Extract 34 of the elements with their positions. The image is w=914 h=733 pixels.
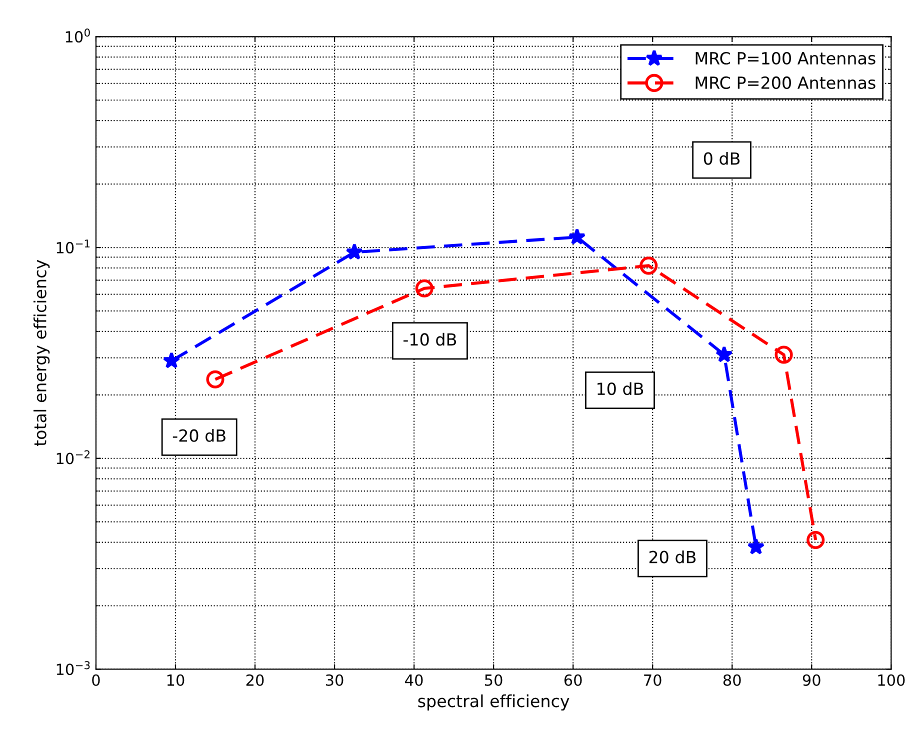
annotation: -10 dB [403,332,456,346]
annotation: 0 dB [704,152,740,165]
x-tick-label: 10 [167,674,184,686]
x-tick-label: 40 [405,674,423,686]
x-tick-label: 50 [485,674,502,686]
point [415,279,434,298]
x-tick-label: 100 [878,674,905,686]
y-axis-title: total energy efficiency [34,260,50,446]
point [747,538,765,555]
legend-label: MRC P=100 Antennas [696,52,876,65]
y-tick-label: 10$^{0}$ [66,28,90,43]
point [716,346,733,362]
x-tick-label: 90 [802,674,820,686]
x-tick-label: 0 [92,674,100,686]
annotation: 20 dB [649,550,696,564]
x-tick-label: 30 [326,674,344,686]
annotation: 10 dB [598,382,644,396]
point [206,370,224,388]
x-tick-label: 70 [644,674,662,686]
y-tick-label: 10$^{−3}$ [56,661,90,676]
y-tick-label: 10$^{−1}$ [56,240,90,254]
x-tick-label: 20 [246,674,264,686]
x-tick-label: 60 [564,674,582,686]
legend-label: MRC P=200 Antennas [696,76,876,90]
point [162,352,180,368]
point [774,346,793,364]
annotation: -20 dB [172,429,226,442]
point [640,256,658,275]
point [346,243,364,260]
x-tick-label: 80 [723,674,741,686]
y-tick-label: 10$^{−2}$ [56,450,90,464]
point [806,530,825,550]
point [568,228,586,245]
x-axis-title: spectral efficiency [418,694,570,711]
